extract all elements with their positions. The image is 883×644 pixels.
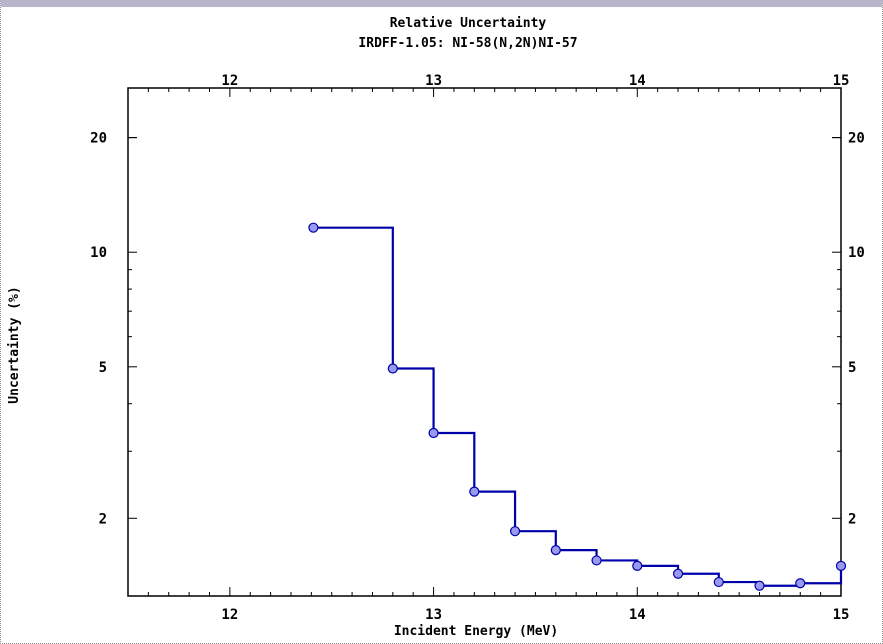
y-tick-label-right: 10 <box>848 245 865 261</box>
x-tick-label-bottom: 12 <box>221 607 238 623</box>
data-point-marker <box>835 560 847 571</box>
x-tick-label-bottom: 14 <box>629 607 646 623</box>
data-point-marker <box>672 568 684 579</box>
chart-title: Relative Uncertainty <box>390 16 547 31</box>
data-point-marker <box>550 544 561 556</box>
data-point-marker <box>713 576 724 588</box>
data-point-marker <box>308 222 319 233</box>
data-point-marker <box>591 555 602 566</box>
y-tick-label-right: 2 <box>848 511 856 527</box>
axis-ticks <box>127 88 842 596</box>
y-tick-label-left: 10 <box>90 245 107 261</box>
y-tick-label-right: 20 <box>848 131 865 147</box>
plot-area <box>127 87 842 597</box>
y-tick-label-left: 20 <box>90 131 107 147</box>
data-point-marker <box>632 560 643 571</box>
x-axis-label: Incident Energy (MeV) <box>394 624 558 639</box>
chart-subtitle: IRDFF-1.05: NI-58(N,2N)NI-57 <box>358 36 577 51</box>
series-step-line <box>313 226 843 587</box>
data-point-marker <box>428 427 439 439</box>
x-tick-label-top: 12 <box>221 73 238 89</box>
y-tick-label-left: 2 <box>99 511 107 527</box>
data-point-marker <box>509 526 521 537</box>
y-tick-label-right: 5 <box>848 360 856 376</box>
axis-tick-labels: 12 12 13 13 14 14 15 15 2 2 5 5 10 10 20 20 <box>90 73 865 623</box>
data-point-marker <box>754 580 765 591</box>
data-point-marker <box>387 363 398 374</box>
series-group <box>308 222 847 591</box>
y-tick-label-left: 5 <box>99 360 107 376</box>
x-tick-label-top: 14 <box>629 73 646 89</box>
x-tick-label-top: 13 <box>425 73 442 89</box>
uncertainty-chart: Relative Uncertainty IRDFF-1.05: NI-58(N… <box>7 16 865 639</box>
data-point-marker <box>469 486 480 497</box>
y-axis-label: Uncertainty (%) <box>7 286 22 403</box>
x-tick-label-top: 15 <box>833 73 850 89</box>
x-tick-label-bottom: 15 <box>833 607 850 623</box>
x-tick-label-bottom: 13 <box>425 607 442 623</box>
data-point-marker <box>795 578 806 589</box>
